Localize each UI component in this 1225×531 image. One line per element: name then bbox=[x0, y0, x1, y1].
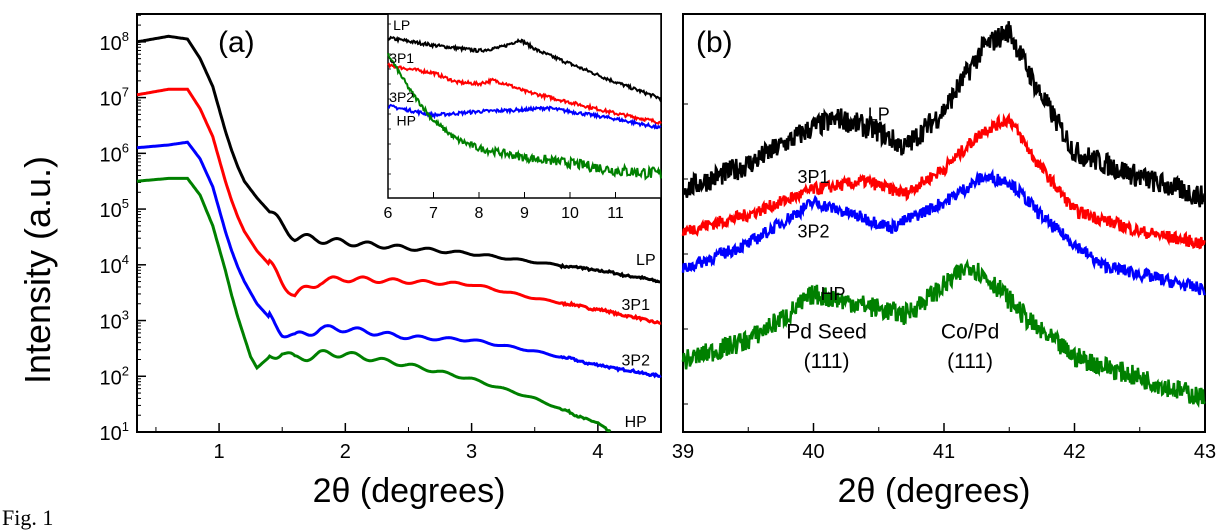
y-tick-label-a: 101 bbox=[100, 419, 129, 445]
series-label-a: LP bbox=[636, 252, 656, 269]
annotation-b: Pd Seed bbox=[786, 321, 867, 344]
inset-series-label: 3P2 bbox=[389, 89, 414, 105]
series-line-b-3p2 bbox=[681, 168, 1206, 296]
x-tick-label-b: 43 bbox=[1194, 441, 1216, 463]
x-tick-label-b: 42 bbox=[1063, 441, 1085, 463]
inset-series-3p2 bbox=[387, 103, 662, 130]
series-line-a-3p1 bbox=[136, 87, 662, 325]
y-tick-label-a: 103 bbox=[100, 308, 129, 334]
x-tick-label-a: 1 bbox=[214, 441, 225, 463]
series-line-b-hp bbox=[681, 258, 1206, 409]
series-label-b: HP bbox=[821, 284, 846, 304]
series-line-a-hp bbox=[136, 176, 612, 433]
series-label-a: 3P2 bbox=[622, 353, 651, 370]
inset-x-tick-label: 8 bbox=[475, 205, 484, 222]
x-tick-label-b: 40 bbox=[802, 441, 824, 463]
x-tick-label-b: 41 bbox=[933, 441, 955, 463]
inset-x-tick-label: 7 bbox=[429, 205, 438, 222]
inset-series-hp bbox=[387, 52, 662, 181]
y-tick-label-a: 104 bbox=[100, 252, 129, 278]
series-line-a-3p2 bbox=[136, 140, 662, 379]
series-line-a-lp bbox=[136, 34, 661, 284]
inset-x-tick-label: 11 bbox=[607, 205, 624, 222]
series-label-a: 3P1 bbox=[622, 297, 651, 314]
y-axis-title: Intensity (a.u.) bbox=[17, 156, 58, 384]
y-tick-label-a: 106 bbox=[100, 140, 129, 166]
inset-series-label: LP bbox=[393, 17, 410, 33]
y-tick-label-a: 102 bbox=[100, 363, 129, 389]
panel-label-a: (a) bbox=[218, 26, 255, 59]
x-axis-title-a: 2θ (degrees) bbox=[313, 472, 506, 510]
inset-series-label: 3P1 bbox=[389, 50, 414, 66]
y-tick-label-a: 105 bbox=[100, 196, 129, 222]
x-tick-label-a: 2 bbox=[340, 441, 351, 463]
x-tick-label-a: 4 bbox=[592, 441, 603, 463]
inset-x-tick-label: 10 bbox=[561, 205, 579, 222]
x-axis-title-b: 2θ (degrees) bbox=[838, 472, 1031, 510]
annotation-b: (111) bbox=[804, 350, 850, 373]
inset-series-3p1 bbox=[387, 62, 662, 125]
inset-x-tick-label: 9 bbox=[520, 205, 529, 222]
series-line-b-lp bbox=[682, 21, 1206, 208]
panel-label-b: (b) bbox=[696, 26, 733, 59]
series-label-a: HP bbox=[625, 414, 647, 431]
series-label-b: 3P2 bbox=[797, 221, 829, 241]
annotation-b: (111) bbox=[947, 350, 993, 373]
y-tick-label-a: 107 bbox=[100, 85, 129, 111]
series-line-b-3p1 bbox=[681, 112, 1206, 250]
inset-series-label: HP bbox=[396, 113, 415, 129]
panel-a: 1 2 3 4101102103104105106107108LP3P13P2HP(a… bbox=[100, 13, 662, 510]
inset-series-lp bbox=[387, 35, 662, 103]
panel-b: 39 40 41 42 43 LP 3P1 3P2 HP Pd Seed (111) Co/Pd (11… bbox=[672, 13, 1216, 510]
figure-caption: Fig. 1 bbox=[2, 505, 54, 530]
x-tick-label-a: 3 bbox=[466, 441, 477, 463]
x-tick-label-b: 39 bbox=[672, 441, 694, 463]
series-label-b: LP bbox=[868, 104, 890, 124]
inset-x-tick-label: 6 bbox=[384, 205, 393, 222]
annotation-b: Co/Pd bbox=[941, 321, 999, 344]
series-label-b: 3P1 bbox=[797, 167, 829, 187]
inset-a: 6 7 8 9 10 11 LP 3P1 3P2 HP bbox=[384, 13, 662, 222]
y-tick-label-a: 108 bbox=[100, 29, 129, 55]
